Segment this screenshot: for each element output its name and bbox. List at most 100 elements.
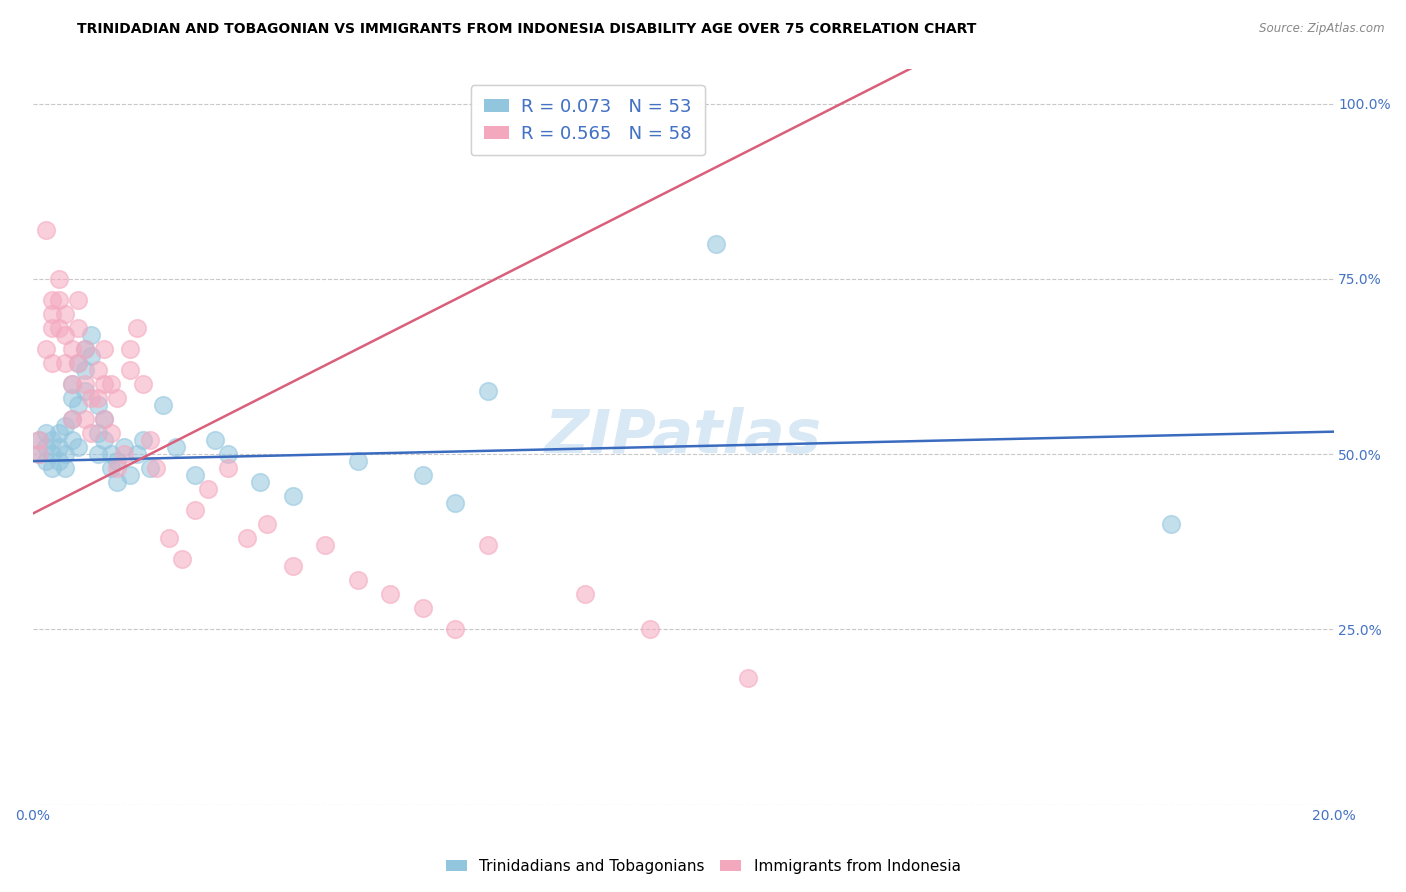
Point <box>217 447 239 461</box>
Point <box>444 623 467 637</box>
Point <box>73 384 96 398</box>
Point <box>67 440 90 454</box>
Point <box>86 363 108 377</box>
Point <box>53 356 76 370</box>
Point <box>249 475 271 490</box>
Point <box>1160 517 1182 532</box>
Point <box>314 538 336 552</box>
Point <box>73 412 96 426</box>
Point <box>73 363 96 377</box>
Point <box>86 447 108 461</box>
Point <box>197 482 219 496</box>
Text: Source: ZipAtlas.com: Source: ZipAtlas.com <box>1260 22 1385 36</box>
Point <box>41 433 63 447</box>
Point <box>60 412 83 426</box>
Point <box>80 425 103 440</box>
Point <box>41 307 63 321</box>
Point <box>217 461 239 475</box>
Point <box>152 398 174 412</box>
Point <box>184 468 207 483</box>
Point <box>105 454 128 468</box>
Point <box>120 363 142 377</box>
Point <box>100 447 122 461</box>
Point <box>67 356 90 370</box>
Point <box>477 538 499 552</box>
Point <box>80 327 103 342</box>
Point <box>346 454 368 468</box>
Point <box>48 293 70 307</box>
Point <box>86 398 108 412</box>
Point <box>41 447 63 461</box>
Point <box>281 489 304 503</box>
Point <box>138 433 160 447</box>
Text: ZIPatlas: ZIPatlas <box>544 407 821 466</box>
Point <box>93 342 115 356</box>
Point <box>172 552 194 566</box>
Point <box>477 384 499 398</box>
Point <box>67 321 90 335</box>
Point <box>60 342 83 356</box>
Point <box>157 531 180 545</box>
Point <box>112 447 135 461</box>
Point <box>112 440 135 454</box>
Point <box>100 376 122 391</box>
Point <box>53 307 76 321</box>
Point <box>67 356 90 370</box>
Point <box>53 447 76 461</box>
Point <box>53 461 76 475</box>
Point <box>125 321 148 335</box>
Point <box>105 391 128 405</box>
Text: TRINIDADIAN AND TOBAGONIAN VS IMMIGRANTS FROM INDONESIA DISABILITY AGE OVER 75 C: TRINIDADIAN AND TOBAGONIAN VS IMMIGRANTS… <box>77 22 977 37</box>
Point <box>53 419 76 434</box>
Point <box>704 236 727 251</box>
Point <box>67 398 90 412</box>
Point <box>640 623 662 637</box>
Point <box>120 468 142 483</box>
Point <box>73 342 96 356</box>
Point <box>67 293 90 307</box>
Point <box>105 475 128 490</box>
Point <box>86 425 108 440</box>
Point <box>132 376 155 391</box>
Legend: R = 0.073   N = 53, R = 0.565   N = 58: R = 0.073 N = 53, R = 0.565 N = 58 <box>471 85 704 155</box>
Point <box>48 454 70 468</box>
Point <box>60 412 83 426</box>
Point <box>41 321 63 335</box>
Point <box>48 272 70 286</box>
Point <box>80 349 103 363</box>
Point <box>444 496 467 510</box>
Point <box>412 601 434 615</box>
Point <box>34 223 56 237</box>
Point <box>60 433 83 447</box>
Point <box>34 342 56 356</box>
Point <box>60 376 83 391</box>
Point <box>28 447 51 461</box>
Point <box>34 440 56 454</box>
Point <box>256 517 278 532</box>
Point <box>48 440 70 454</box>
Point <box>346 574 368 588</box>
Point <box>93 433 115 447</box>
Legend: Trinidadians and Tobagonians, Immigrants from Indonesia: Trinidadians and Tobagonians, Immigrants… <box>440 853 966 880</box>
Point <box>165 440 187 454</box>
Point <box>138 461 160 475</box>
Point <box>204 433 226 447</box>
Point <box>412 468 434 483</box>
Point <box>93 412 115 426</box>
Point <box>100 461 122 475</box>
Point <box>53 327 76 342</box>
Point <box>574 587 596 601</box>
Point <box>41 356 63 370</box>
Point <box>737 672 759 686</box>
Point <box>132 433 155 447</box>
Point <box>184 503 207 517</box>
Point <box>105 461 128 475</box>
Point <box>380 587 402 601</box>
Point <box>48 425 70 440</box>
Point <box>73 376 96 391</box>
Point <box>34 454 56 468</box>
Point <box>41 293 63 307</box>
Point <box>28 433 51 447</box>
Point <box>28 433 51 447</box>
Point <box>120 342 142 356</box>
